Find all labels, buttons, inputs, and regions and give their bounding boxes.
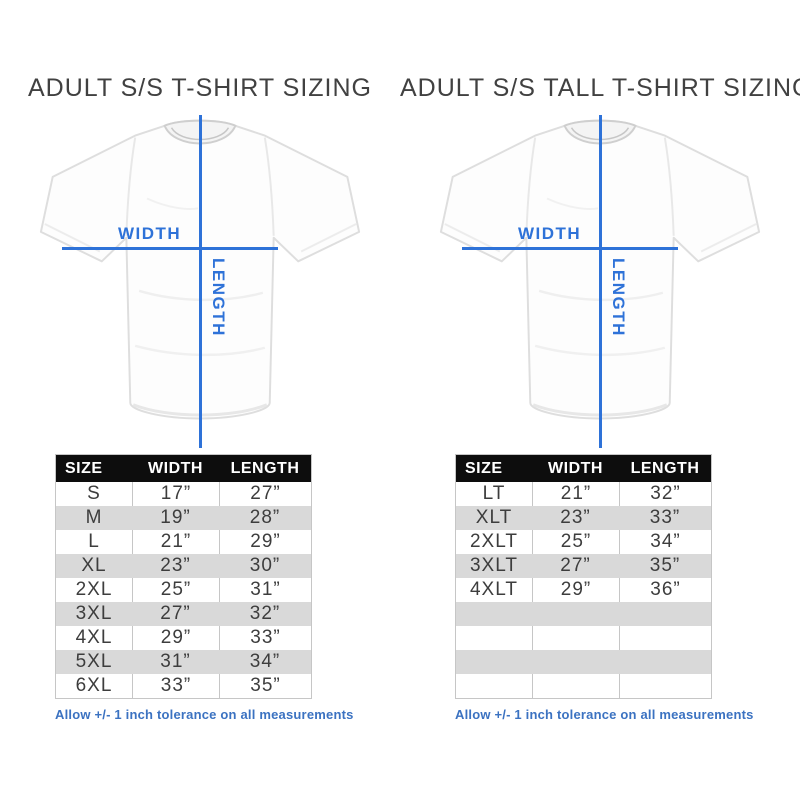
table-row: L 21” 29” [56, 530, 311, 554]
table-cell: 29” [219, 530, 311, 554]
table-cell: 3XL [75, 603, 113, 624]
table-row-empty [456, 626, 711, 650]
table-cell [456, 674, 532, 698]
table-cell: 19” [160, 507, 191, 528]
table-cell [532, 650, 619, 674]
table-cell [619, 674, 711, 698]
table-row: 2XL 25” 31” [56, 578, 311, 602]
table-cell: 33” [219, 626, 311, 650]
table-cell: 32” [249, 603, 281, 624]
table-row: M 19” 28” [56, 506, 311, 530]
size-table: SIZE WIDTH LENGTH S 17” 27” M 19” 28” L 21” 29” XL 23… [55, 454, 312, 699]
panel-tall-sizing: ADULT S/S TALL T-SHIRT SIZING WIDTH LENG… [400, 0, 800, 800]
table-cell: 33” [132, 674, 219, 698]
table-row: 6XL 33” 35” [56, 674, 311, 698]
table-row: 3XL 27” 32” [56, 602, 311, 626]
table-cell: 31” [219, 578, 311, 602]
table-cell: 27” [219, 482, 311, 506]
table-cell: L [88, 531, 100, 552]
width-measure-line [62, 247, 278, 250]
table-row: 2XLT 25” 34” [456, 530, 711, 554]
table-cell: 29” [132, 626, 219, 650]
table-row: S 17” 27” [56, 482, 311, 506]
table-cell: 21” [532, 482, 619, 506]
table-row: 4XL 29” 33” [56, 626, 311, 650]
table-row: 3XLT 27” 35” [456, 554, 711, 578]
table-row-empty [456, 602, 711, 626]
table-cell: 34” [619, 530, 711, 554]
panel-regular-sizing: ADULT S/S T-SHIRT SIZING WIDTH LENGTH SI… [0, 74, 400, 722]
table-cell: 29” [532, 578, 619, 602]
panel-title: ADULT S/S TALL T-SHIRT SIZING [400, 74, 800, 102]
shirt-diagram: WIDTH LENGTH [0, 106, 400, 448]
table-cell: 27” [160, 603, 191, 624]
table-cell [619, 626, 711, 650]
table-cell: XL [81, 555, 107, 576]
table-cell: 30” [249, 555, 281, 576]
width-label: WIDTH [518, 224, 582, 243]
table-cell [456, 602, 532, 626]
table-cell: 3XLT [469, 555, 518, 576]
table-row: 4XLT 29” 36” [456, 578, 711, 602]
table-cell: S [87, 483, 101, 504]
header-cell-width: WIDTH [148, 460, 203, 477]
table-cell: M [85, 507, 103, 528]
table-cell: 4XL [75, 627, 113, 648]
length-measure-line [599, 115, 602, 448]
length-label: LENGTH [609, 258, 628, 337]
table-cell: 17” [132, 482, 219, 506]
table-row-empty [456, 650, 711, 674]
shirt-diagram: WIDTH LENGTH [400, 106, 800, 448]
table-row: XLT 23” 33” [456, 506, 711, 530]
table-cell: XLT [475, 507, 513, 528]
header-cell-size: SIZE [65, 460, 103, 477]
table-cell [532, 602, 619, 626]
table-row: LT 21” 32” [456, 482, 711, 506]
table-cell: 25” [132, 578, 219, 602]
table-cell [456, 650, 532, 674]
table-cell: 33” [649, 507, 681, 528]
table-cell [456, 626, 532, 650]
table-row-empty [456, 674, 711, 698]
panel-title: ADULT S/S T-SHIRT SIZING [28, 74, 372, 102]
width-measure-line [462, 247, 678, 250]
table-cell: 5XL [75, 651, 113, 672]
table-cell: 25” [532, 530, 619, 554]
table-cell: 36” [619, 578, 711, 602]
table-header-row: SIZE WIDTH LENGTH [56, 455, 311, 482]
table-cell: 27” [560, 555, 591, 576]
table-cell: 35” [219, 674, 311, 698]
header-cell-length: LENGTH [630, 460, 700, 477]
table-cell: LT [482, 483, 506, 504]
width-label: WIDTH [118, 224, 182, 243]
table-cell [532, 626, 619, 650]
length-label: LENGTH [209, 258, 228, 337]
table-cell: 23” [160, 555, 191, 576]
length-measure-line [199, 115, 202, 448]
tolerance-note: Allow +/- 1 inch tolerance on all measur… [455, 707, 754, 722]
table-cell: 6XL [75, 675, 113, 696]
table-cell: 32” [619, 482, 711, 506]
header-cell-width: WIDTH [548, 460, 603, 477]
table-cell: 2XL [75, 579, 113, 600]
table-cell: 4XLT [469, 579, 518, 600]
table-cell: 21” [132, 530, 219, 554]
table-cell: 28” [249, 507, 281, 528]
header-cell-size: SIZE [465, 460, 503, 477]
table-row: XL 23” 30” [56, 554, 311, 578]
table-row: 5XL 31” 34” [56, 650, 311, 674]
table-cell: 34” [249, 651, 281, 672]
table-cell: 31” [160, 651, 191, 672]
header-cell-length: LENGTH [230, 460, 300, 477]
tolerance-note: Allow +/- 1 inch tolerance on all measur… [55, 707, 354, 722]
table-cell [532, 674, 619, 698]
table-cell: 35” [649, 555, 681, 576]
table-header-row: SIZE WIDTH LENGTH [456, 455, 711, 482]
size-table: SIZE WIDTH LENGTH LT 21” 32” XLT 23” 33” 2XLT 25” 3… [455, 454, 712, 699]
table-cell [619, 650, 711, 674]
table-cell: 23” [560, 507, 591, 528]
table-cell [619, 602, 711, 626]
table-cell: 2XLT [469, 531, 518, 552]
